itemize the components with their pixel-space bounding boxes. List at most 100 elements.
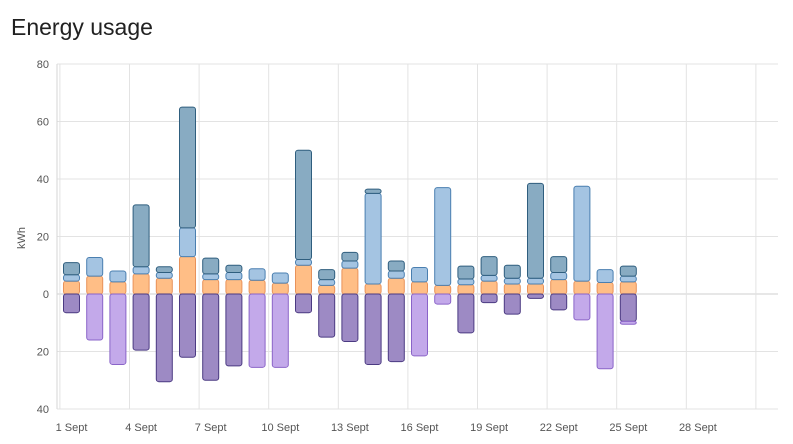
bar-group-day-15[interactable]: [387, 260, 405, 363]
bar-s2-day-25[interactable]: [619, 275, 637, 283]
bar-s3-day-20[interactable]: [503, 264, 521, 279]
bar-group-day-18[interactable]: [457, 265, 475, 334]
bar-s4-day-22[interactable]: [550, 293, 568, 311]
bar-s5-day-10[interactable]: [271, 293, 289, 368]
bar-s4-day-12[interactable]: [318, 293, 336, 338]
bar-s4-day-21[interactable]: [527, 293, 544, 299]
bar-s3-day-15[interactable]: [387, 260, 405, 272]
bar-s4-day-25[interactable]: [619, 293, 637, 322]
bar-s3-day-21[interactable]: [527, 182, 544, 279]
bar-s4-day-1[interactable]: [63, 293, 80, 314]
bar-s1-day-22[interactable]: [550, 279, 568, 295]
bar-group-day-2[interactable]: [86, 256, 104, 341]
bar-s4-day-14[interactable]: [364, 293, 382, 365]
bar-s2-day-17[interactable]: [434, 187, 452, 286]
bar-s2-day-11[interactable]: [295, 259, 312, 266]
bar-s3-day-7[interactable]: [202, 257, 220, 275]
bar-group-day-3[interactable]: [109, 270, 127, 365]
bar-s1-day-5[interactable]: [155, 277, 173, 295]
bar-s3-day-13[interactable]: [341, 251, 359, 262]
bar-s2-day-24[interactable]: [596, 269, 614, 283]
bar-s1-day-24[interactable]: [596, 282, 614, 295]
bar-s5-day-17[interactable]: [434, 293, 452, 305]
bar-s4-day-5[interactable]: [155, 293, 173, 383]
bar-s2-day-18[interactable]: [457, 278, 475, 286]
bar-s3-day-8[interactable]: [225, 264, 243, 273]
bar-group-day-1[interactable]: [63, 262, 80, 314]
bar-group-day-23[interactable]: [573, 185, 591, 321]
bar-s5-day-24[interactable]: [596, 293, 614, 370]
bar-s4-day-13[interactable]: [341, 293, 359, 342]
bar-group-day-7[interactable]: [202, 257, 220, 381]
bar-s1-day-3[interactable]: [109, 281, 127, 295]
bar-s2-day-16[interactable]: [411, 267, 428, 283]
bar-s2-day-14[interactable]: [364, 192, 382, 285]
bar-s5-day-9[interactable]: [248, 293, 266, 368]
bar-s3-day-6[interactable]: [179, 106, 196, 229]
bar-s3-day-18[interactable]: [457, 265, 475, 280]
bar-s4-day-6[interactable]: [179, 293, 196, 358]
bar-s1-day-13[interactable]: [341, 267, 359, 295]
bar-s2-day-23[interactable]: [573, 185, 591, 282]
bar-s1-day-20[interactable]: [503, 283, 521, 295]
bar-s3-day-22[interactable]: [550, 256, 568, 273]
bar-s2-day-6[interactable]: [179, 227, 196, 258]
bar-s2-day-13[interactable]: [341, 260, 359, 269]
bar-group-day-5[interactable]: [155, 266, 173, 383]
bar-s2-day-4[interactable]: [132, 266, 150, 275]
bar-s1-day-8[interactable]: [225, 279, 243, 295]
bar-group-day-6[interactable]: [179, 106, 196, 358]
bar-group-day-4[interactable]: [132, 204, 150, 351]
bar-s2-day-1[interactable]: [63, 274, 80, 282]
bar-s1-day-15[interactable]: [387, 277, 405, 295]
bar-group-day-14[interactable]: [364, 188, 382, 365]
bar-s1-day-12[interactable]: [318, 284, 336, 295]
bar-s4-day-19[interactable]: [480, 293, 498, 304]
bar-s1-day-7[interactable]: [202, 279, 220, 295]
bar-s1-day-10[interactable]: [271, 282, 289, 295]
bar-s3-day-25[interactable]: [619, 265, 637, 277]
bar-s2-day-2[interactable]: [86, 256, 104, 277]
bar-s2-day-8[interactable]: [225, 271, 243, 281]
bar-s2-day-22[interactable]: [550, 271, 568, 281]
bar-group-day-24[interactable]: [596, 269, 614, 370]
bar-s5-day-23[interactable]: [573, 293, 591, 321]
bar-group-day-19[interactable]: [480, 256, 498, 304]
bar-group-day-8[interactable]: [225, 264, 243, 367]
bar-s2-day-19[interactable]: [480, 274, 498, 282]
bar-s1-day-11[interactable]: [295, 264, 312, 295]
bar-s2-day-5[interactable]: [155, 271, 173, 279]
bar-s3-day-12[interactable]: [318, 269, 336, 281]
bar-s4-day-15[interactable]: [387, 293, 405, 363]
bar-s1-day-21[interactable]: [527, 283, 544, 295]
bar-s1-day-9[interactable]: [248, 279, 266, 295]
bar-s1-day-14[interactable]: [364, 283, 382, 295]
bar-s2-day-3[interactable]: [109, 270, 127, 283]
bar-s4-day-4[interactable]: [132, 293, 150, 351]
bar-s5-day-2[interactable]: [86, 293, 104, 341]
bar-s3-day-14[interactable]: [364, 188, 382, 194]
bar-group-day-25[interactable]: [619, 265, 637, 325]
bar-s1-day-2[interactable]: [86, 275, 104, 295]
bar-s3-day-11[interactable]: [295, 149, 312, 260]
bar-s4-day-18[interactable]: [457, 293, 475, 334]
bar-s2-day-7[interactable]: [202, 273, 220, 281]
bar-group-day-9[interactable]: [248, 268, 266, 368]
bar-s3-day-19[interactable]: [480, 256, 498, 276]
bar-s2-day-12[interactable]: [318, 279, 336, 286]
bar-group-day-16[interactable]: [411, 267, 428, 357]
bar-s1-day-1[interactable]: [63, 280, 80, 295]
bar-group-day-22[interactable]: [550, 256, 568, 311]
bar-group-day-13[interactable]: [341, 251, 359, 342]
bar-s1-day-16[interactable]: [411, 281, 428, 295]
bar-s5-day-16[interactable]: [411, 293, 428, 357]
bar-s4-day-8[interactable]: [225, 293, 243, 367]
bar-s1-day-25[interactable]: [619, 281, 637, 295]
bar-s1-day-17[interactable]: [434, 284, 452, 295]
bar-s4-day-20[interactable]: [503, 293, 521, 315]
bar-s1-day-6[interactable]: [179, 256, 196, 295]
bar-s1-day-18[interactable]: [457, 284, 475, 295]
bar-group-day-10[interactable]: [271, 272, 289, 368]
bar-s4-day-11[interactable]: [295, 293, 312, 314]
bar-group-day-21[interactable]: [527, 182, 544, 299]
